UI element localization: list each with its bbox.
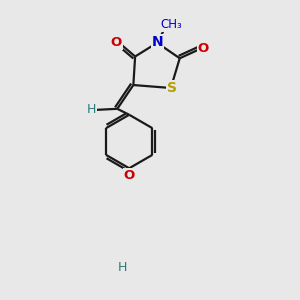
Text: O: O: [198, 42, 209, 55]
Text: H: H: [87, 103, 96, 116]
Text: CH₃: CH₃: [161, 18, 182, 31]
Text: O: O: [124, 169, 135, 182]
Text: S: S: [167, 81, 177, 95]
Text: N: N: [152, 35, 163, 50]
Text: O: O: [111, 36, 122, 49]
Text: H: H: [118, 261, 127, 274]
